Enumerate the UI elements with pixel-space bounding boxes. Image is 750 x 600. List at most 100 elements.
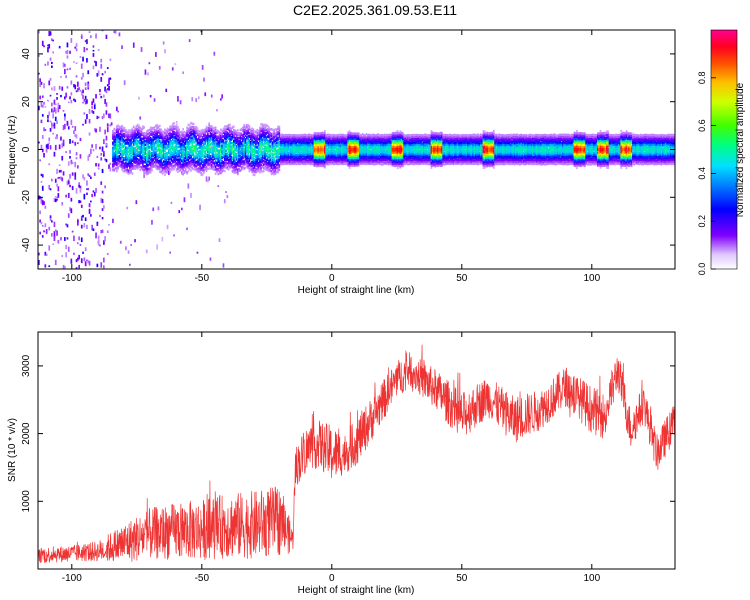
heatmap-cell <box>343 153 346 156</box>
heatmap-cell <box>269 165 272 168</box>
heatmap-cell <box>139 116 142 120</box>
heatmap-cell <box>170 135 173 138</box>
heatmap-cell <box>229 165 231 168</box>
heatmap-cell <box>173 160 175 163</box>
heatmap-cell <box>350 162 352 165</box>
heatmap-cell <box>119 156 122 160</box>
heatmap-cell <box>134 160 136 163</box>
heatmap-cell <box>44 205 47 209</box>
heatmap-cell <box>348 156 351 159</box>
heatmap-cell <box>56 135 58 140</box>
heatmap-cell <box>79 56 82 58</box>
heatmap-cell <box>51 233 53 237</box>
heatmap-cell <box>286 156 288 160</box>
heatmap-cell <box>209 156 212 159</box>
heatmap-cell <box>338 157 340 160</box>
heatmap-cell <box>270 137 273 140</box>
heatmap-cell <box>252 158 255 161</box>
heatmap-cell <box>337 145 339 148</box>
heatmap-cell <box>169 142 171 146</box>
heatmap-cell <box>368 154 370 157</box>
heatmap-cell <box>235 141 238 144</box>
heatmap-cell <box>257 132 260 135</box>
heatmap-cell <box>273 139 275 142</box>
heatmap-cell <box>260 166 262 169</box>
heatmap-cell <box>217 144 220 147</box>
heatmap-cell <box>278 152 281 156</box>
heatmap-cell <box>281 136 283 139</box>
heatmap-cell <box>262 131 265 134</box>
heatmap-cell <box>155 153 157 157</box>
heatmap-cell <box>359 162 361 165</box>
heatmap-cell <box>229 149 231 152</box>
heatmap-cell <box>174 140 177 144</box>
heatmap-cell <box>259 164 261 167</box>
heatmap-cell <box>201 136 204 139</box>
heatmap-cell <box>122 152 125 155</box>
heatmap-cell <box>183 164 186 167</box>
heatmap-cell <box>281 160 283 163</box>
heatmap-cell <box>127 160 130 163</box>
heatmap-cell <box>151 219 153 225</box>
heatmap-cell <box>190 159 192 163</box>
heatmap-cell <box>139 147 142 151</box>
heatmap-cell <box>158 167 161 171</box>
heatmap-cell <box>169 144 171 147</box>
heatmap-cell <box>132 143 135 147</box>
heatmap-cell <box>268 142 270 145</box>
heatmap-cell <box>282 145 285 149</box>
heatmap-cell <box>165 167 168 170</box>
heatmap-cell <box>346 162 348 166</box>
heatmap-cell <box>145 134 148 137</box>
heatmap-cell <box>286 143 288 146</box>
heatmap-cell <box>324 130 326 133</box>
heatmap-cell <box>123 142 126 145</box>
heatmap-cell <box>392 162 395 165</box>
heatmap-cell <box>90 35 92 38</box>
heatmap-cell <box>378 145 381 148</box>
heatmap-cell <box>360 161 363 164</box>
heatmap-cell <box>272 162 274 166</box>
heatmap-cell <box>377 157 379 160</box>
heatmap-cell <box>377 136 379 139</box>
heatmap-cell <box>353 164 356 167</box>
heatmap-cell <box>199 149 201 153</box>
heatmap-cell <box>313 164 316 167</box>
heatmap-cell <box>191 166 194 169</box>
heatmap-cell <box>177 127 179 130</box>
heatmap-cell <box>346 137 348 141</box>
heatmap-cell <box>190 192 192 198</box>
heatmap-cell <box>132 153 135 156</box>
heatmap-cell <box>126 206 129 210</box>
heatmap-cell <box>374 139 377 143</box>
heatmap-cell <box>149 95 152 98</box>
heatmap-cell <box>253 130 256 133</box>
heatmap-cell <box>300 149 303 152</box>
heatmap-cell <box>264 145 266 148</box>
heatmap-cell <box>312 153 314 156</box>
heatmap-cell <box>179 148 182 152</box>
heatmap-cell <box>184 148 187 152</box>
heatmap-cell <box>365 159 368 162</box>
heatmap-cell <box>295 154 298 157</box>
heatmap-cell <box>160 144 162 148</box>
heatmap-cell <box>112 157 114 160</box>
heatmap-cell <box>117 144 119 147</box>
heatmap-cell <box>324 158 326 161</box>
heatmap-cell <box>164 132 166 135</box>
heatmap-cell <box>256 170 259 173</box>
heatmap-cell <box>275 160 278 164</box>
heatmap-cell <box>205 125 208 129</box>
heatmap-cell <box>361 143 364 147</box>
heatmap-cell <box>283 157 286 160</box>
heatmap-cell <box>262 147 265 151</box>
heatmap-cell <box>285 154 287 158</box>
heatmap-cell <box>260 142 262 146</box>
heatmap-cell <box>260 169 262 173</box>
heatmap-cell <box>320 143 322 146</box>
heatmap-cell <box>158 159 161 163</box>
heatmap-cell <box>342 141 344 144</box>
heatmap-cell <box>200 134 203 137</box>
heatmap-cell <box>259 150 261 153</box>
heatmap-cell <box>83 177 86 181</box>
